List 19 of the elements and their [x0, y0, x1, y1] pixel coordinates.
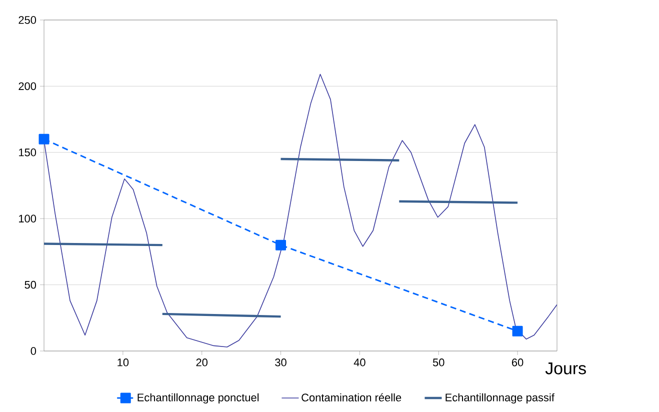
y-tick-label: 0 — [30, 347, 36, 355]
x-tick-label: 10 — [118, 358, 129, 366]
y-tick-label: 50 — [24, 280, 36, 289]
point — [512, 326, 523, 336]
point — [276, 240, 286, 250]
x-axis-title: Jours — [545, 362, 586, 374]
x-tick-label: 20 — [196, 358, 208, 366]
y-tick-label: 100 — [19, 214, 36, 222]
legend-label: Echantillonnage passif — [446, 393, 554, 404]
legend-label: Contamination réelle — [302, 393, 402, 402]
x-tick-label: 50 — [432, 358, 444, 366]
x-tick-label: 30 — [275, 358, 286, 366]
y-tick-label: 200 — [18, 82, 36, 90]
y-tick-label: 250 — [18, 16, 36, 24]
point — [38, 134, 50, 144]
y-tick-label: 150 — [19, 148, 36, 156]
x-tick-label: 40 — [354, 358, 366, 366]
legend-label: Echantillonnage ponctuel — [138, 393, 259, 404]
x-tick-label: 60 — [512, 358, 524, 366]
